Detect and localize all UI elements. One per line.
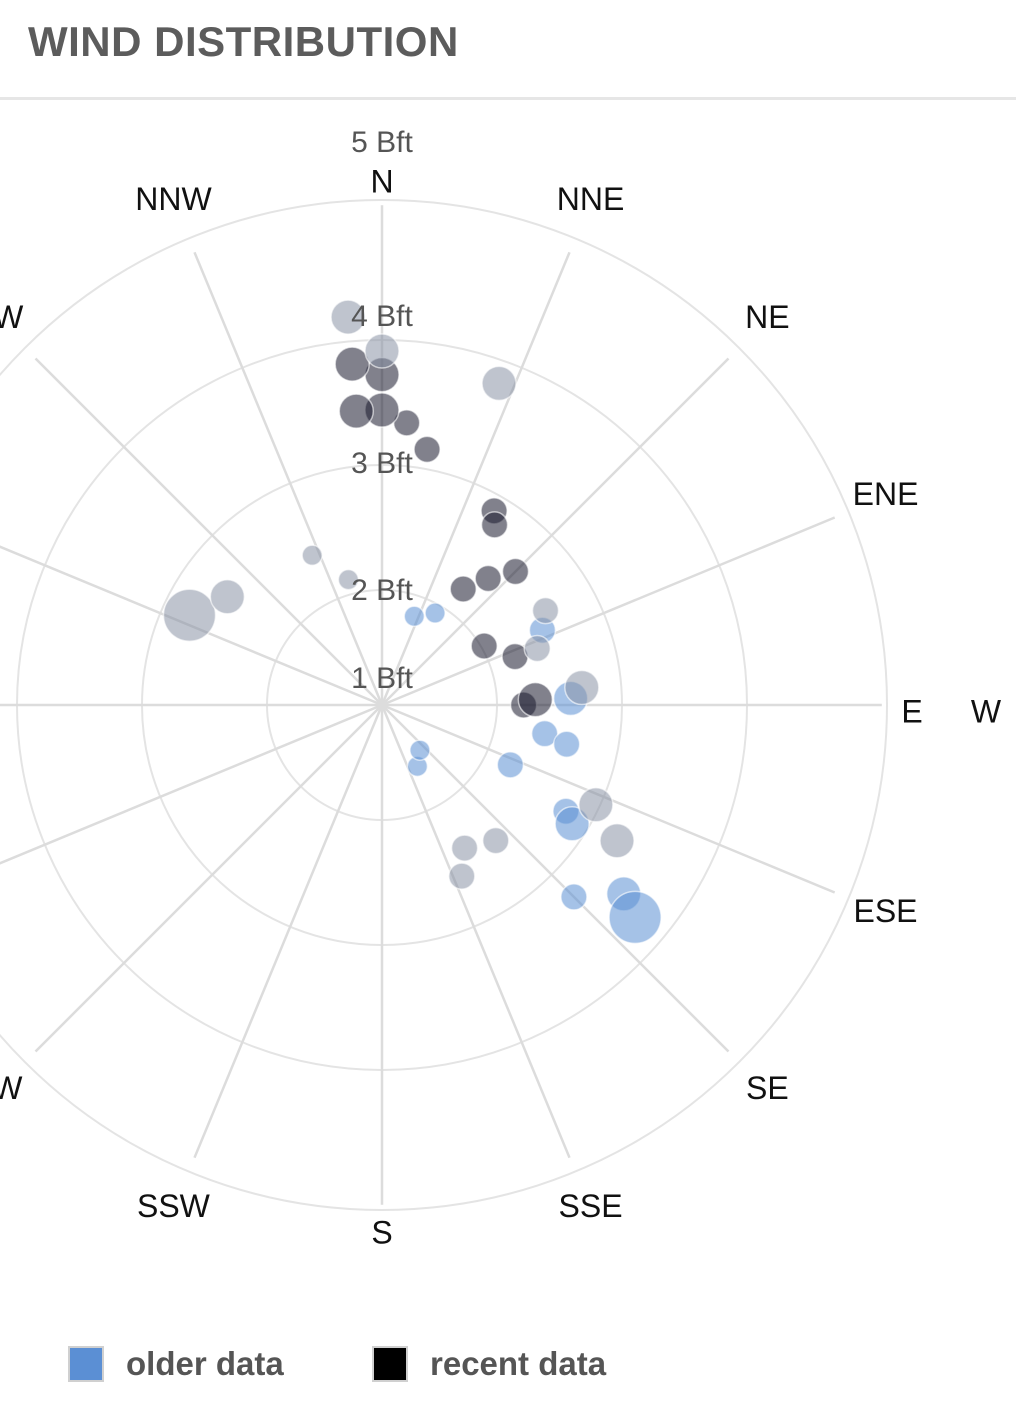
radial-tick-label: 2 Bft [351, 574, 413, 607]
radial-tick-label: 5 Bft [351, 126, 413, 159]
data-point[interactable] [599, 822, 635, 859]
data-point[interactable] [162, 588, 217, 642]
data-point[interactable] [523, 634, 551, 663]
direction-label-s: S [371, 1214, 392, 1250]
spoke-nne [380, 251, 571, 706]
spoke-wsw [0, 703, 383, 865]
spoke-se [381, 704, 730, 1053]
data-point[interactable] [608, 890, 662, 945]
radial-tick-label: 1 Bft [351, 662, 413, 695]
data-point[interactable] [552, 730, 581, 759]
spoke-sw [34, 704, 383, 1053]
direction-label-w: W [971, 693, 1002, 729]
radial-tick-label: 4 Bft [351, 300, 413, 333]
direction-label-se: SE [746, 1070, 789, 1106]
data-point[interactable] [334, 346, 370, 382]
spoke-nnw [193, 251, 384, 706]
data-point[interactable] [554, 806, 590, 842]
direction-labels: NNNENEENEEESESESSESSSWSWWSWWWNWNWNNW [0, 163, 1002, 1250]
polar-grid [0, 199, 888, 1211]
data-point[interactable] [409, 739, 431, 761]
direction-label-ssw: SSW [137, 1188, 211, 1224]
data-point[interactable] [482, 826, 510, 855]
data-point[interactable] [301, 544, 323, 567]
direction-label-ene: ENE [853, 476, 919, 512]
radial-tick-label: 3 Bft [351, 447, 413, 480]
data-point[interactable] [413, 435, 441, 464]
data-point[interactable] [330, 299, 366, 335]
legend-swatch-recent [372, 1346, 408, 1382]
data-point[interactable] [517, 681, 554, 718]
data-point[interactable] [450, 834, 479, 862]
data-point[interactable] [474, 564, 502, 593]
spoke-nw [34, 357, 383, 706]
direction-label-nnw: NNW [135, 181, 212, 217]
data-points[interactable] [162, 299, 662, 945]
direction-label-sse: SSE [559, 1188, 623, 1224]
legend-label-recent: recent data [430, 1345, 607, 1382]
chart-header: WIND DISTRIBUTION [0, 0, 1016, 100]
grid-ring-4 [0, 199, 888, 1211]
data-point[interactable] [337, 568, 360, 591]
direction-label-n: N [370, 163, 393, 199]
data-point[interactable] [578, 786, 614, 823]
data-point[interactable] [449, 575, 477, 603]
data-point[interactable] [531, 596, 560, 625]
data-point[interactable] [209, 578, 246, 615]
data-point[interactable] [564, 669, 600, 706]
legend-swatch-older [68, 1346, 104, 1382]
chart-legend: older data recent data [0, 1330, 1016, 1400]
legend-item-recent[interactable]: recent data [372, 1342, 606, 1386]
data-point[interactable] [480, 511, 509, 539]
data-point[interactable] [338, 393, 375, 429]
data-point[interactable] [470, 632, 498, 660]
direction-label-ne: NE [745, 299, 789, 335]
legend-item-older[interactable]: older data [68, 1342, 284, 1386]
spoke-wnw [0, 545, 383, 707]
spoke-ene [381, 516, 836, 707]
data-point[interactable] [481, 365, 517, 402]
data-point[interactable] [403, 605, 426, 628]
direction-label-nne: NNE [557, 181, 625, 217]
data-point[interactable] [364, 333, 400, 369]
direction-label-nw: NW [0, 299, 24, 335]
spoke-ne [381, 357, 730, 706]
wind-rose-chart: NNNENEENEEESESESSESSSWSWWSWWWNWNWNNW 1 B… [0, 126, 1002, 1250]
radial-tick-labels: 1 Bft 2 Bft 3 Bft 4 Bft 5 Bft [351, 126, 413, 695]
data-point[interactable] [530, 719, 559, 748]
spoke-sse [380, 704, 571, 1159]
chart-title: WIND DISTRIBUTION [28, 18, 459, 65]
direction-label-sw: SW [0, 1070, 23, 1106]
data-point[interactable] [560, 883, 588, 911]
direction-label-ese: ESE [853, 893, 917, 929]
data-point[interactable] [424, 602, 446, 624]
data-point[interactable] [496, 751, 525, 779]
data-point[interactable] [448, 862, 476, 890]
direction-label-e: E [901, 693, 922, 729]
data-point[interactable] [501, 557, 530, 586]
spoke-ssw [193, 704, 384, 1159]
legend-label-older: older data [126, 1345, 284, 1382]
